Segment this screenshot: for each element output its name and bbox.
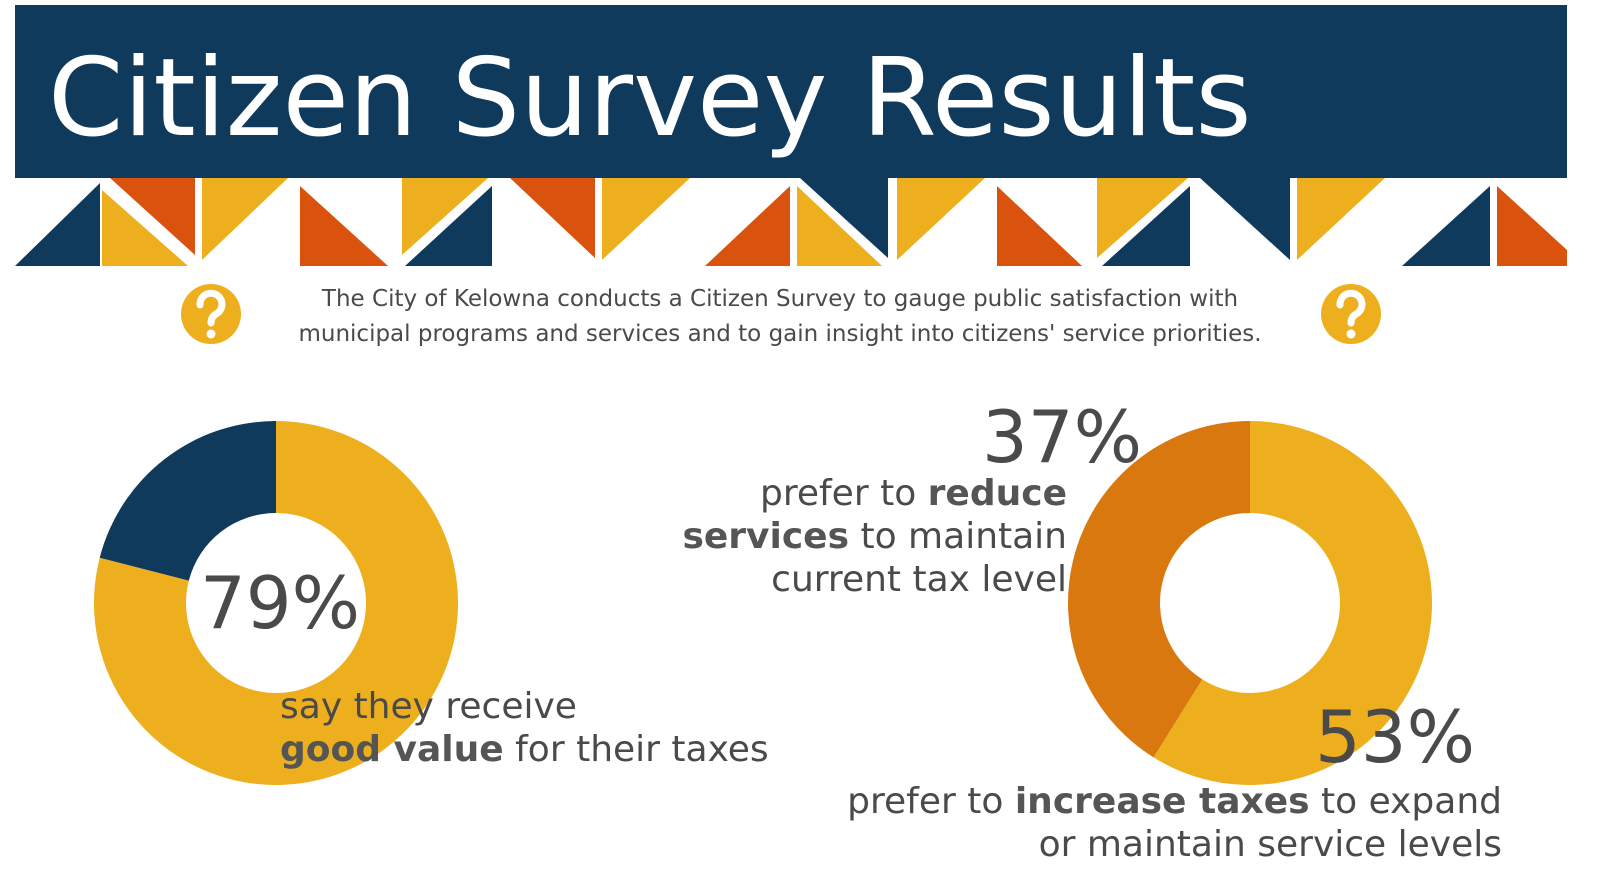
annotation-text: to maintain	[849, 516, 1067, 557]
annotation-line: prefer to increase taxes to expand	[847, 781, 1502, 822]
annotation-text: to expand	[1310, 781, 1502, 822]
annotation-text: prefer to	[760, 473, 928, 514]
intro-line: municipal programs and services and to g…	[298, 321, 1261, 347]
annotation-line: say they receive	[280, 686, 577, 727]
annotation-text: or maintain service levels	[1039, 824, 1502, 865]
value-label: 37%	[982, 395, 1142, 479]
title: Citizen Survey Results	[48, 36, 1252, 161]
question-icon	[181, 284, 241, 344]
donut-segment	[99, 421, 276, 581]
annotation-line: current tax level	[771, 559, 1067, 600]
value-label: 53%	[1315, 695, 1475, 779]
annotation-line: or maintain service levels	[1039, 824, 1502, 865]
annotation-text: good value	[280, 729, 504, 770]
value-label: 79%	[200, 561, 360, 645]
intro-line: The City of Kelowna conducts a Citizen S…	[321, 286, 1238, 312]
annotation-text: services	[682, 516, 849, 557]
annotation-text: current tax level	[771, 559, 1067, 600]
donut-segment	[1153, 421, 1432, 785]
annotation-text: reduce	[928, 473, 1067, 514]
annotation-line: services to maintain	[682, 516, 1067, 557]
annotation-line: prefer to reduce	[760, 473, 1067, 514]
annotation-text: increase taxes	[1015, 781, 1310, 822]
donut-segment	[94, 421, 459, 786]
donut-segment	[1068, 421, 1250, 758]
annotation-text: for their taxes	[504, 729, 769, 770]
annotation-text: prefer to	[847, 781, 1015, 822]
header-band	[15, 5, 1567, 178]
triangle-band	[15, 178, 1567, 266]
annotation-line: good value for their taxes	[280, 729, 769, 770]
question-icon	[1321, 284, 1381, 344]
annotation-text: say they receive	[280, 686, 577, 727]
